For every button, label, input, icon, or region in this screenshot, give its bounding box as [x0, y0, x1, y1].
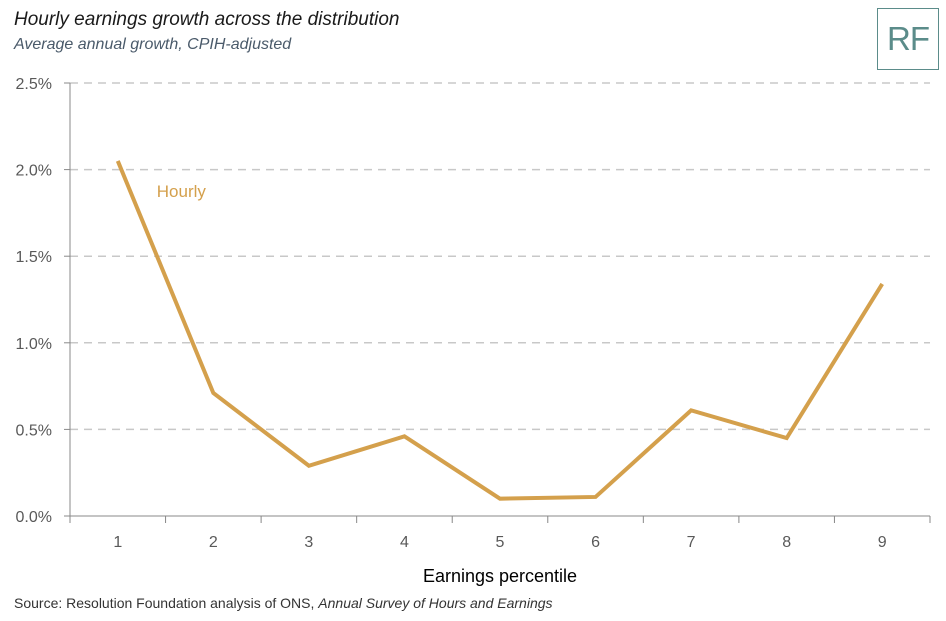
- chart-title: Hourly earnings growth across the distri…: [14, 9, 400, 30]
- x-tick-label: 8: [782, 534, 791, 551]
- source-prefix: Source: Resolution Foundation analysis o…: [14, 595, 319, 611]
- x-tick-label: 9: [878, 534, 887, 551]
- axes: 0.0% 0.5% 1.0% 1.5% 2.0% 2.5% 1 2 3 4 5 6 7 8 9: [16, 76, 931, 551]
- y-tick-label: 1.0%: [16, 336, 52, 353]
- gridlines: [70, 82, 930, 431]
- x-tick-label: 6: [591, 534, 600, 551]
- x-axis-title: Earnings percentile: [423, 566, 577, 586]
- y-tick-label: 0.5%: [16, 422, 52, 439]
- x-tick-label: 1: [113, 534, 122, 551]
- source-note: Source: Resolution Foundation analysis o…: [14, 595, 553, 611]
- x-tick-label: 3: [304, 534, 313, 551]
- series: Hourly: [115, 160, 884, 501]
- series-label-hourly: Hourly: [157, 182, 207, 201]
- y-tick-label: 2.5%: [16, 76, 52, 93]
- source-publication: Annual Survey of Hours and Earnings: [318, 595, 553, 611]
- y-tick-label: 2.0%: [16, 163, 52, 180]
- y-tick-label: 0.0%: [16, 509, 52, 526]
- rf-logo: RF: [877, 8, 939, 70]
- y-tick-label: 1.5%: [16, 249, 52, 266]
- x-tick-label: 2: [209, 534, 218, 551]
- series-line-hourly: [115, 160, 884, 501]
- x-tick-label: 4: [400, 534, 409, 551]
- chart-subtitle: Average annual growth, CPIH-adjusted: [14, 36, 292, 53]
- x-tick-label: 5: [496, 534, 505, 551]
- x-tick-label: 7: [687, 534, 696, 551]
